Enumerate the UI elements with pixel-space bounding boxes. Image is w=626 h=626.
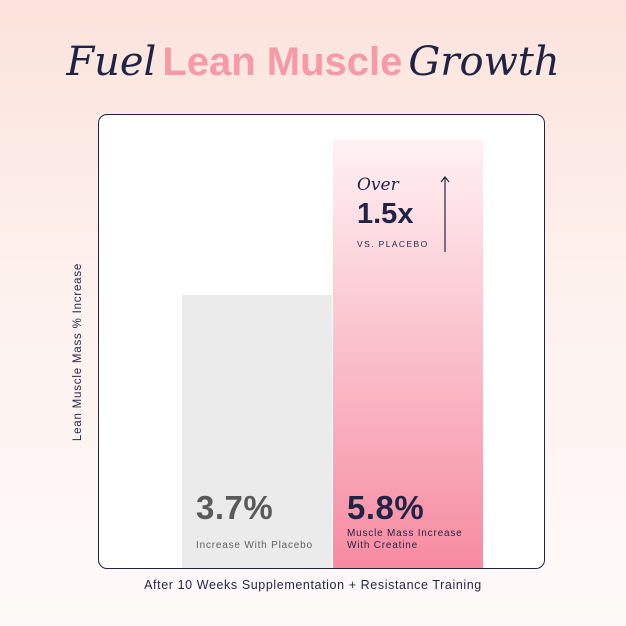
bar-creatine: 5.8% Muscle Mass Increase With Creatine — [333, 140, 483, 568]
bar-creatine-label: Muscle Mass Increase With Creatine — [347, 528, 463, 551]
bar-placebo-label: Increase With Placebo — [196, 540, 313, 551]
bar-placebo: 3.7% Increase With Placebo — [182, 294, 332, 568]
title-part-1: Fuel — [66, 39, 157, 85]
title-accent: Lean Muscle — [162, 40, 403, 84]
bar-placebo-value: 3.7% — [196, 489, 274, 526]
chart-frame: 3.7% Increase With Placebo 5.8% Muscle M… — [98, 114, 545, 569]
up-arrow-icon — [440, 176, 450, 252]
y-axis-label: Lean Muscle Mass % Increase — [72, 262, 84, 442]
bar-creatine-value: 5.8% — [347, 489, 425, 526]
callout-comparison: VS. PLACEBO — [357, 239, 429, 249]
callout-over: Over — [357, 175, 399, 195]
x-axis-label: After 10 Weeks Supplementation + Resista… — [144, 578, 482, 592]
callout-multiplier: 1.5x — [357, 198, 414, 230]
comparison-callout: Over 1.5x VS. PLACEBO — [357, 175, 477, 265]
title-part-2: Growth — [408, 39, 560, 85]
chart-title: Fuel Lean Muscle Growth — [0, 34, 626, 90]
